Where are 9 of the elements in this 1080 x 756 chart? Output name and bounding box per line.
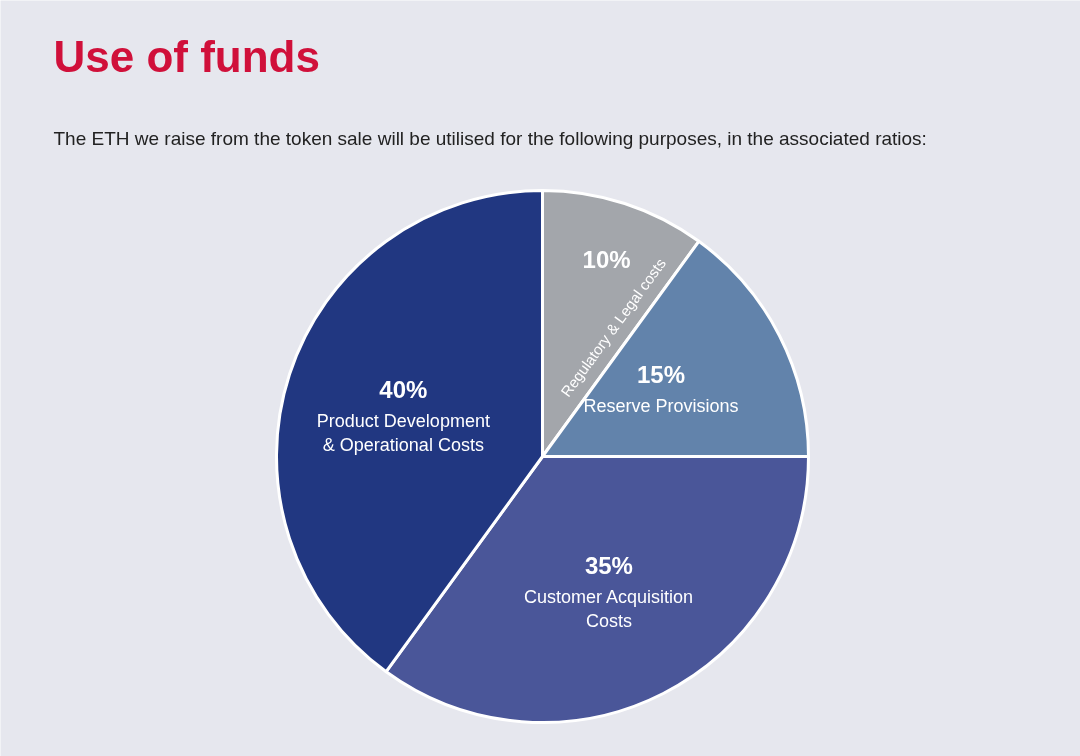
data-label: 15% xyxy=(636,361,686,389)
data-label: 35% xyxy=(584,551,633,579)
slice-label: Product Development & Operational Costs xyxy=(316,411,490,456)
slice-label: Customer Acquisition Costs xyxy=(523,586,693,631)
chart-subtitle: The ETH we raise from the token sale will be utilised for the following purposes, in the associated ratios: xyxy=(53,128,927,149)
slice-label: Reserve Provisions xyxy=(583,396,739,417)
chart-title: Use of funds xyxy=(53,32,320,81)
data-label: 10% xyxy=(582,245,631,273)
data-label: 40% xyxy=(379,376,428,404)
